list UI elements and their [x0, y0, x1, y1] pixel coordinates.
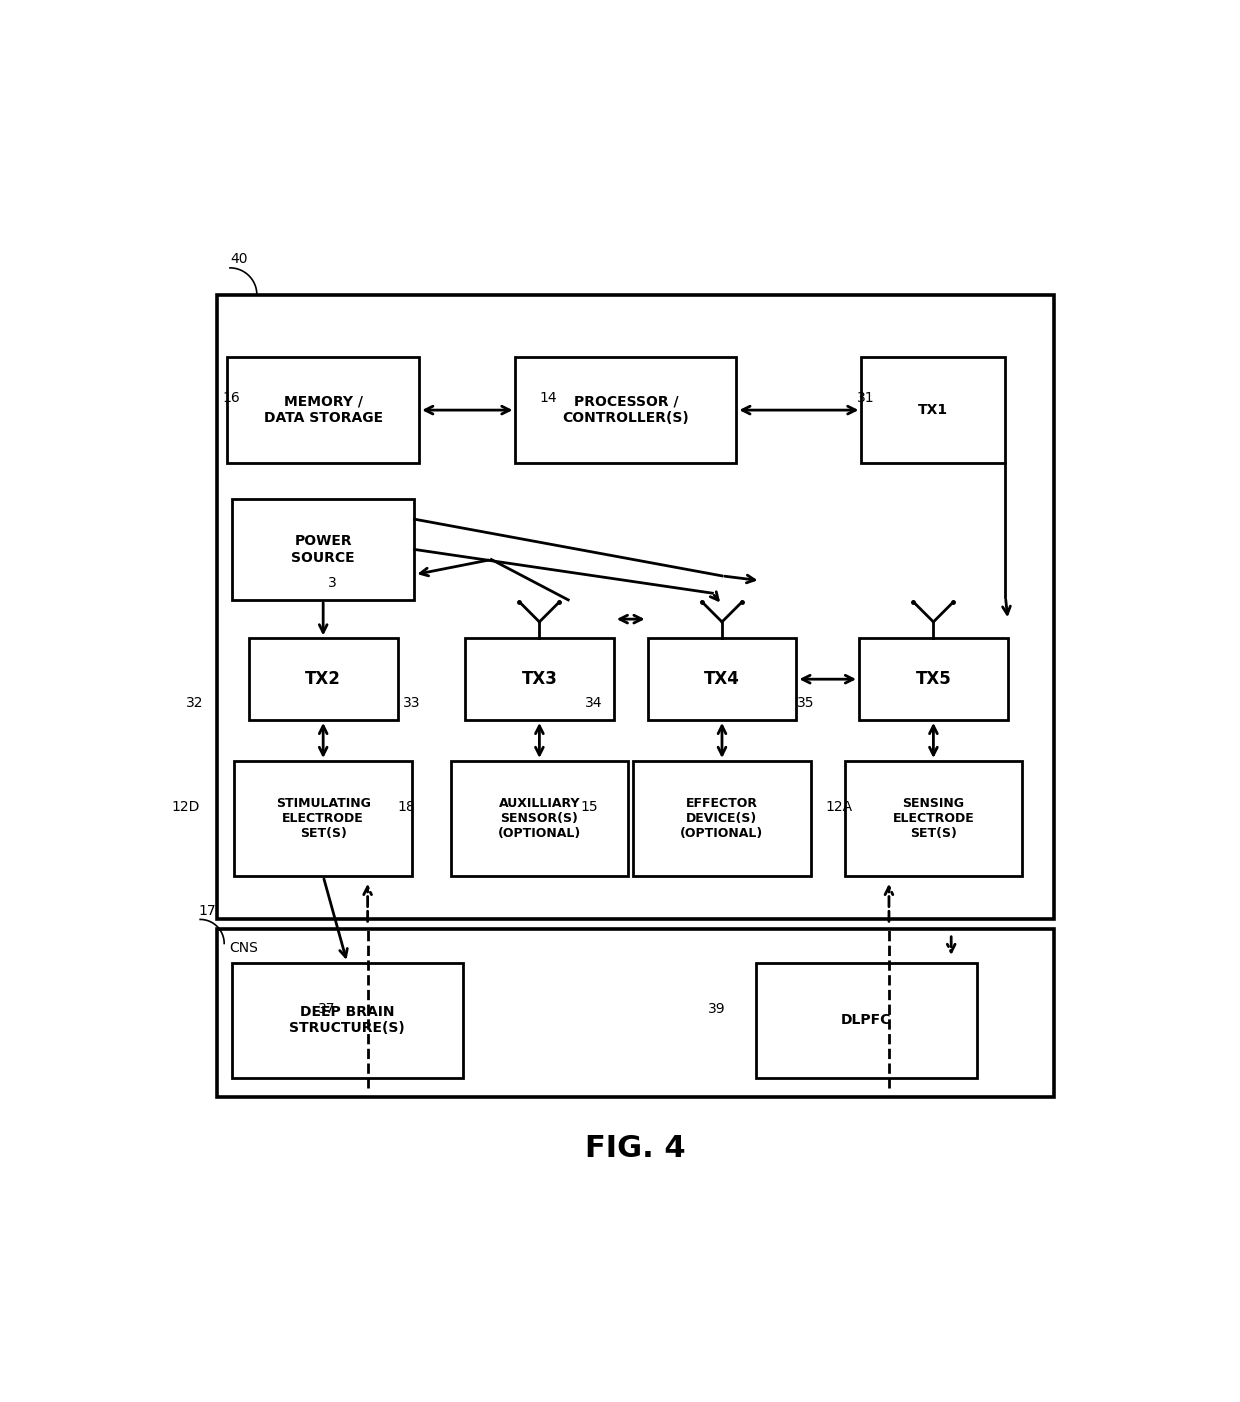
Text: CNS: CNS [229, 941, 258, 955]
Text: TX3: TX3 [522, 670, 557, 688]
Text: TX2: TX2 [305, 670, 341, 688]
Text: TX5: TX5 [915, 670, 951, 688]
FancyBboxPatch shape [234, 761, 412, 876]
FancyBboxPatch shape [249, 638, 398, 721]
Text: POWER
SOURCE: POWER SOURCE [291, 534, 355, 565]
Text: TX4: TX4 [704, 670, 740, 688]
Text: SENSING
ELECTRODE
SET(S): SENSING ELECTRODE SET(S) [893, 796, 975, 840]
FancyBboxPatch shape [217, 930, 1054, 1098]
Text: 12A: 12A [826, 799, 852, 813]
FancyBboxPatch shape [232, 963, 463, 1078]
Text: 3: 3 [327, 576, 337, 590]
Text: 40: 40 [229, 252, 248, 266]
Text: MEMORY /
DATA STORAGE: MEMORY / DATA STORAGE [264, 395, 383, 425]
FancyBboxPatch shape [859, 638, 1008, 721]
Text: DEEP BRAIN
STRUCTURE(S): DEEP BRAIN STRUCTURE(S) [289, 1005, 405, 1036]
FancyBboxPatch shape [634, 761, 811, 876]
FancyBboxPatch shape [465, 638, 614, 721]
Text: FIG. 4: FIG. 4 [585, 1134, 686, 1162]
FancyBboxPatch shape [450, 761, 629, 876]
Text: PROCESSOR /
CONTROLLER(S): PROCESSOR / CONTROLLER(S) [563, 395, 689, 425]
Text: 34: 34 [585, 697, 603, 711]
Text: 33: 33 [403, 697, 420, 711]
Text: DLPFC: DLPFC [841, 1014, 892, 1028]
Text: 32: 32 [186, 697, 203, 711]
FancyBboxPatch shape [217, 294, 1054, 920]
Text: 18: 18 [398, 799, 415, 813]
FancyBboxPatch shape [516, 358, 737, 463]
Text: 12D: 12D [172, 799, 200, 813]
Text: 39: 39 [708, 1001, 725, 1015]
FancyBboxPatch shape [862, 358, 1006, 463]
Text: 16: 16 [222, 391, 241, 405]
FancyBboxPatch shape [844, 761, 1022, 876]
FancyBboxPatch shape [647, 638, 796, 721]
Text: AUXILLIARY
SENSOR(S)
(OPTIONAL): AUXILLIARY SENSOR(S) (OPTIONAL) [497, 796, 582, 840]
Text: 15: 15 [580, 799, 598, 813]
Text: STIMULATING
ELECTRODE
SET(S): STIMULATING ELECTRODE SET(S) [275, 796, 371, 840]
Text: 37: 37 [319, 1001, 336, 1015]
Text: EFFECTOR
DEVICE(S)
(OPTIONAL): EFFECTOR DEVICE(S) (OPTIONAL) [681, 796, 764, 840]
Text: 14: 14 [539, 391, 557, 405]
Text: TX1: TX1 [919, 404, 949, 418]
Text: 35: 35 [796, 697, 813, 711]
FancyBboxPatch shape [755, 963, 977, 1078]
FancyBboxPatch shape [232, 499, 414, 600]
FancyBboxPatch shape [227, 358, 419, 463]
Text: 31: 31 [857, 391, 874, 405]
Text: 17: 17 [198, 903, 216, 917]
